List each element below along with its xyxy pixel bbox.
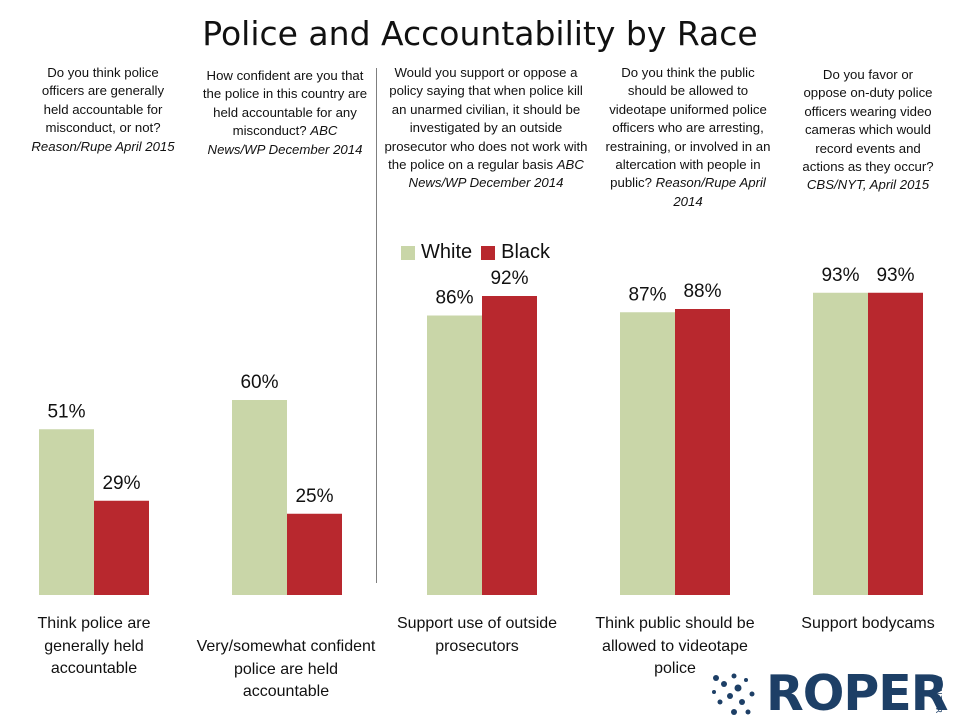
roper-center-logo: ROPER CENTER bbox=[708, 665, 953, 722]
category-label-5: Support bodycams bbox=[801, 615, 935, 632]
data-label-black-4: 88% bbox=[683, 281, 721, 302]
question-2-text: How confident are you that the police in… bbox=[202, 68, 368, 139]
question-3: Would you support or oppose a policy say… bbox=[382, 64, 590, 193]
data-label-white-5: 93% bbox=[821, 265, 859, 286]
data-label-black-3: 92% bbox=[490, 268, 528, 289]
category-label-1: Think police are generally held accounta… bbox=[37, 615, 151, 677]
category-label-2: Very/somewhat confident police are held … bbox=[196, 638, 376, 700]
legend-item-black: Black bbox=[481, 241, 550, 264]
question-5-source: CBS/NYT, April 2015 bbox=[806, 177, 930, 193]
category-label-4: Think public should be allowed to videot… bbox=[595, 615, 755, 677]
bar-white-5 bbox=[813, 292, 868, 595]
bar-black-3 bbox=[482, 296, 537, 595]
question-5-text: Do you favor or oppose on-duty police of… bbox=[802, 67, 934, 175]
legend-label-white: White bbox=[421, 241, 473, 263]
data-label-black-2: 25% bbox=[295, 486, 333, 507]
bar-white-1 bbox=[39, 429, 94, 595]
question-1: Do you think police officers are general… bbox=[30, 64, 176, 156]
bar-black-1 bbox=[94, 500, 149, 595]
question-4-source: Reason/Rupe April 2014 bbox=[655, 175, 766, 209]
data-label-white-2: 60% bbox=[240, 372, 278, 393]
divider-line bbox=[376, 68, 377, 583]
legend-label-black: Black bbox=[501, 241, 551, 263]
data-label-white-3: 86% bbox=[435, 288, 473, 309]
data-label-white-4: 87% bbox=[628, 284, 666, 305]
roper-logo-icon bbox=[712, 673, 755, 715]
bar-black-2 bbox=[287, 513, 342, 595]
bar-white-3 bbox=[427, 315, 482, 595]
data-label-white-1: 51% bbox=[47, 401, 85, 422]
logo-text: ROPER bbox=[766, 665, 949, 722]
question-4-text: Do you think the public should be allowe… bbox=[605, 65, 771, 191]
bar-black-5 bbox=[868, 292, 923, 595]
category-label-3: Support use of outside prosecutors bbox=[396, 615, 558, 655]
bar-white-2 bbox=[232, 400, 287, 595]
legend-item-white: White bbox=[401, 241, 472, 264]
question-1-text: Do you think police officers are general… bbox=[41, 65, 165, 136]
question-2-source: ABC News/WP December 2014 bbox=[207, 123, 363, 157]
question-3-text: Would you support or oppose a policy say… bbox=[384, 65, 588, 173]
question-4: Do you think the public should be allowe… bbox=[601, 64, 775, 211]
legend-swatch-black bbox=[481, 245, 496, 260]
legend-swatch-white bbox=[401, 245, 415, 260]
bar-white-4 bbox=[620, 312, 675, 595]
question-3-source: ABC News/WP December 2014 bbox=[408, 157, 584, 191]
question-1-source: Reason/Rupe April 2015 bbox=[31, 138, 175, 154]
question-2: How confident are you that the police in… bbox=[202, 67, 368, 159]
legend: White Black bbox=[401, 241, 559, 264]
chart-title: Police and Accountability by Race bbox=[202, 14, 758, 53]
question-5: Do you favor or oppose on-duty police of… bbox=[800, 66, 936, 195]
bar-black-4 bbox=[675, 309, 730, 595]
logo-subtext: CENTER bbox=[934, 676, 943, 715]
data-label-black-5: 93% bbox=[876, 265, 914, 286]
data-label-black-1: 29% bbox=[102, 473, 140, 494]
